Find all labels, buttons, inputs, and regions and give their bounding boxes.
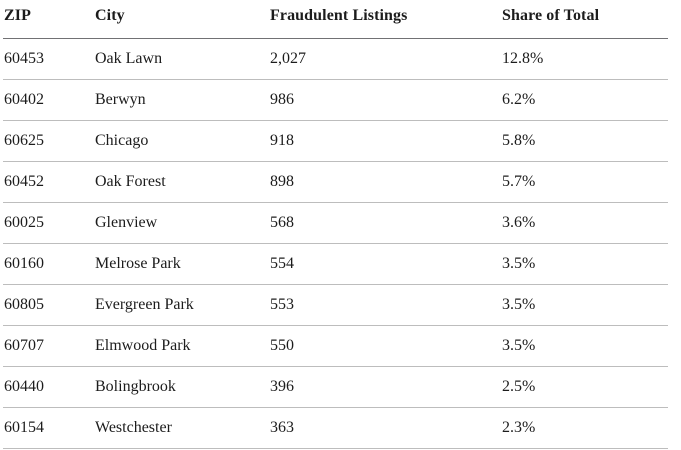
cell-zip: 60154 (3, 407, 94, 449)
cell-city: Westchester (94, 407, 269, 449)
cell-zip: 60625 (3, 120, 94, 162)
table-row: 60625 Chicago 918 5.8% (3, 120, 668, 162)
table-row: 60402 Berwyn 986 6.2% (3, 79, 668, 121)
cell-zip: 60402 (3, 79, 94, 121)
table-row: 60440 Bolingbrook 396 2.5% (3, 366, 668, 408)
cell-listings: 986 (269, 79, 501, 121)
cell-listings: 550 (269, 325, 501, 367)
cell-share: 2.3% (501, 407, 668, 449)
column-header-fraudulent-listings: Fraudulent Listings (269, 0, 501, 39)
cell-city: Bolingbrook (94, 366, 269, 408)
table-row: 60025 Glenview 568 3.6% (3, 202, 668, 244)
cell-share: 3.5% (501, 325, 668, 367)
cell-share: 5.7% (501, 161, 668, 203)
cell-share: 3.6% (501, 202, 668, 244)
cell-share: 3.5% (501, 284, 668, 326)
cell-city: Melrose Park (94, 243, 269, 285)
cell-zip: 60440 (3, 366, 94, 408)
cell-listings: 2,027 (269, 38, 501, 80)
table-header: ZIP City Fraudulent Listings Share of To… (3, 0, 668, 39)
cell-zip: 60453 (3, 38, 94, 80)
cell-listings: 553 (269, 284, 501, 326)
column-header-city: City (94, 0, 269, 39)
column-header-share-of-total: Share of Total (501, 0, 668, 39)
table-row: 60160 Melrose Park 554 3.5% (3, 243, 668, 285)
cell-city: Glenview (94, 202, 269, 244)
cell-listings: 554 (269, 243, 501, 285)
cell-zip: 60025 (3, 202, 94, 244)
cell-city: Elmwood Park (94, 325, 269, 367)
fraudulent-listings-table: ZIP City Fraudulent Listings Share of To… (3, 0, 668, 449)
table-row: 60805 Evergreen Park 553 3.5% (3, 284, 668, 326)
cell-share: 2.5% (501, 366, 668, 408)
table-row: 60707 Elmwood Park 550 3.5% (3, 325, 668, 367)
cell-listings: 898 (269, 161, 501, 203)
cell-city: Berwyn (94, 79, 269, 121)
cell-listings: 396 (269, 366, 501, 408)
table-body: 60453 Oak Lawn 2,027 12.8% 60402 Berwyn … (3, 38, 668, 449)
cell-listings: 363 (269, 407, 501, 449)
column-header-zip: ZIP (3, 0, 94, 39)
cell-city: Oak Lawn (94, 38, 269, 80)
cell-zip: 60160 (3, 243, 94, 285)
cell-share: 6.2% (501, 79, 668, 121)
table-row: 60154 Westchester 363 2.3% (3, 407, 668, 449)
cell-zip: 60452 (3, 161, 94, 203)
cell-city: Chicago (94, 120, 269, 162)
table-row: 60453 Oak Lawn 2,027 12.8% (3, 38, 668, 80)
cell-share: 3.5% (501, 243, 668, 285)
table-row: 60452 Oak Forest 898 5.7% (3, 161, 668, 203)
cell-share: 5.8% (501, 120, 668, 162)
cell-zip: 60707 (3, 325, 94, 367)
cell-zip: 60805 (3, 284, 94, 326)
cell-listings: 918 (269, 120, 501, 162)
cell-city: Evergreen Park (94, 284, 269, 326)
header-row: ZIP City Fraudulent Listings Share of To… (3, 0, 668, 39)
cell-city: Oak Forest (94, 161, 269, 203)
cell-listings: 568 (269, 202, 501, 244)
cell-share: 12.8% (501, 38, 668, 80)
